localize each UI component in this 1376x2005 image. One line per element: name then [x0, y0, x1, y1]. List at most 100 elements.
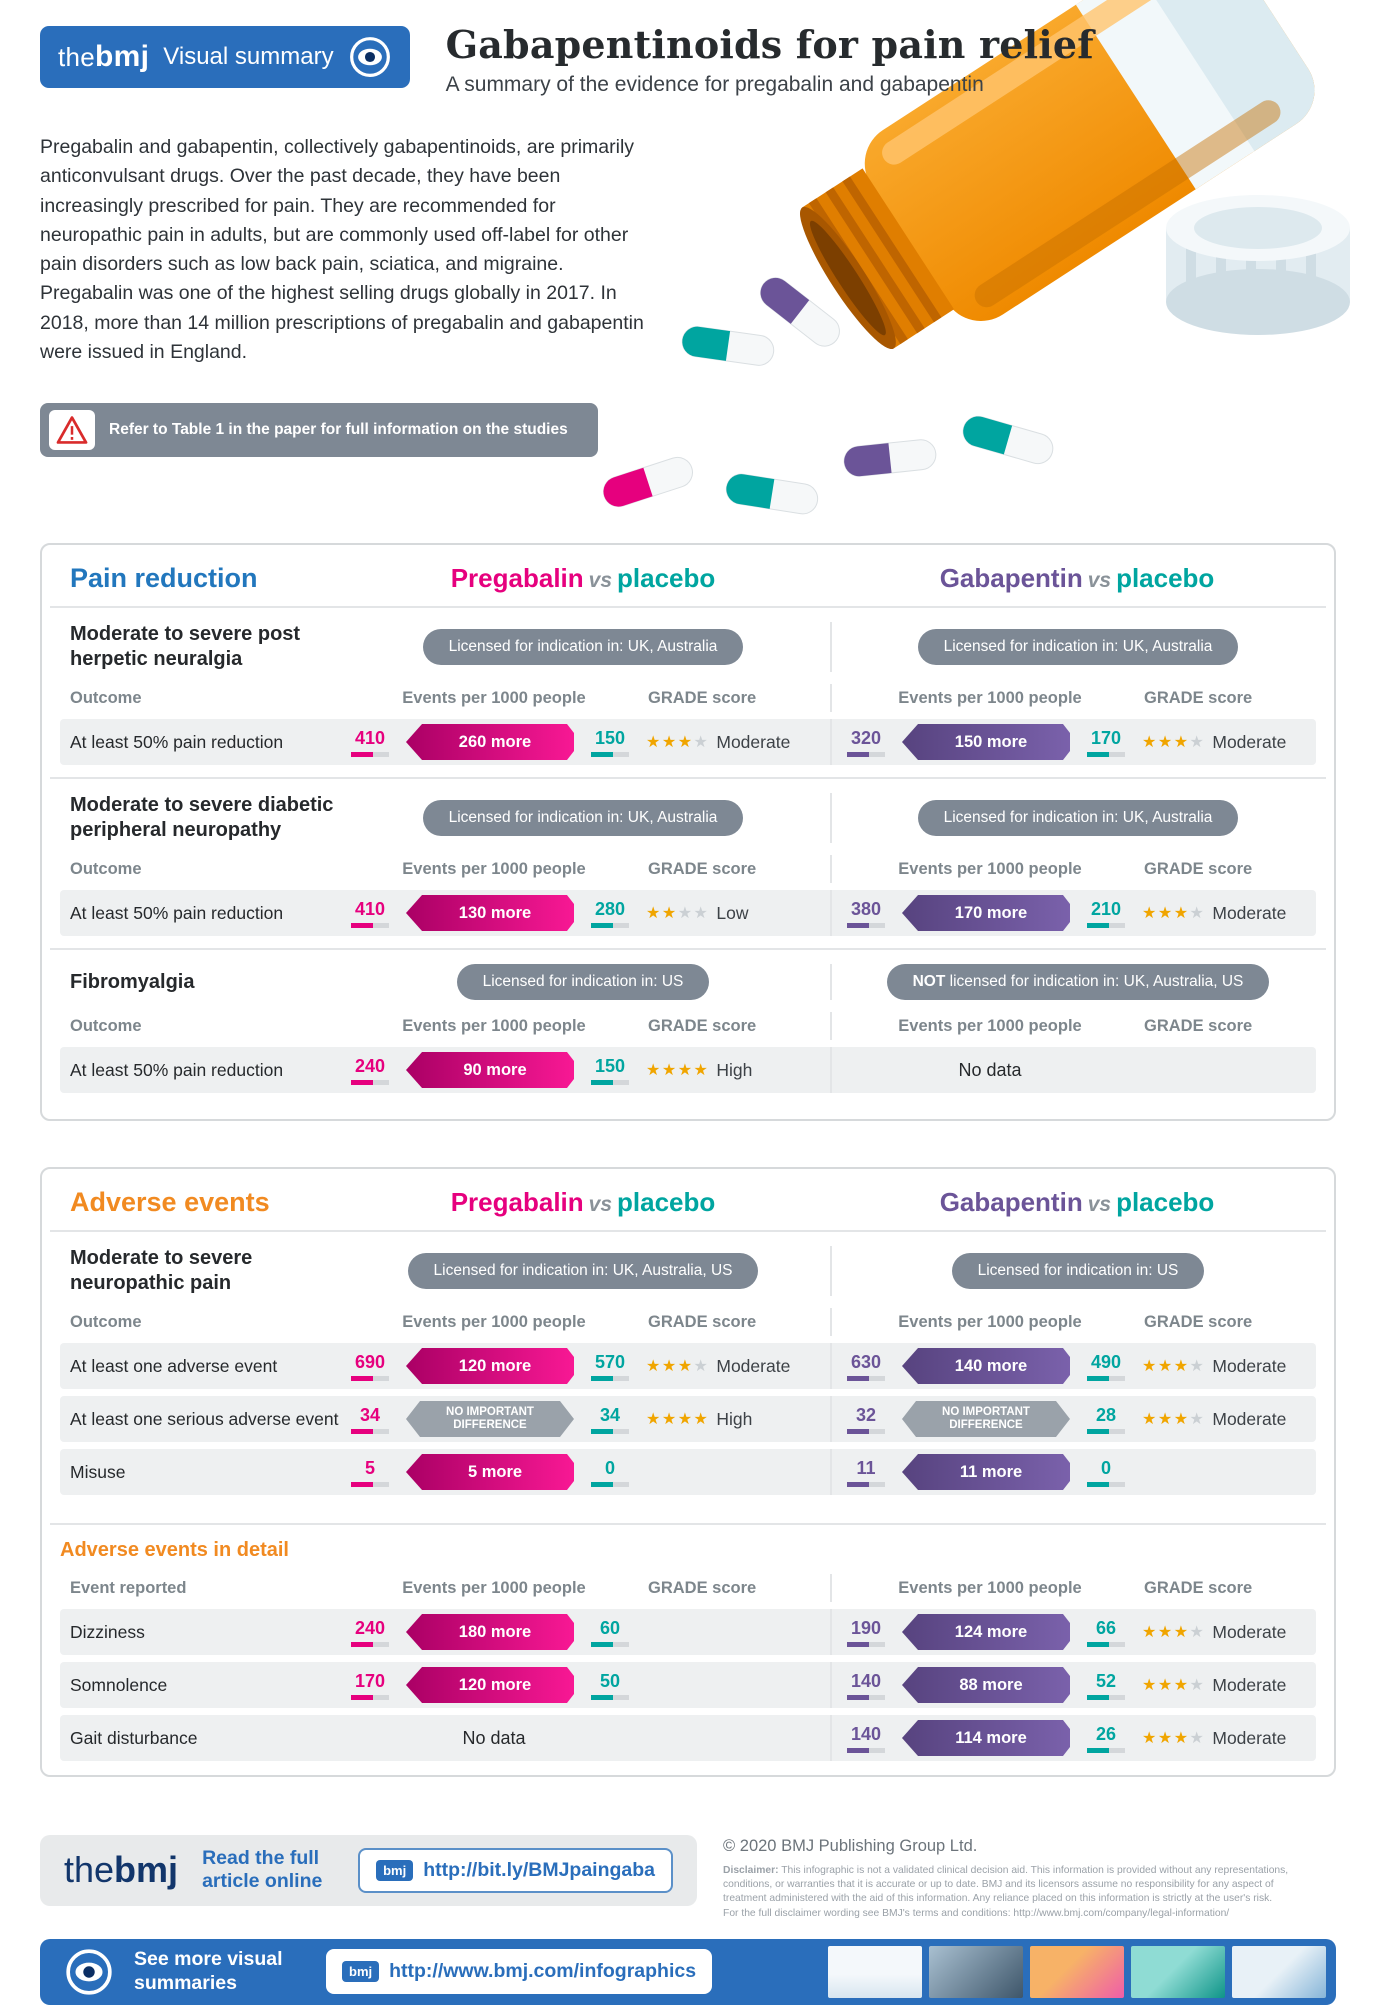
grade-stars: ★★★★ — [1142, 734, 1206, 751]
grade-score: ★★★★ Moderate — [1142, 1727, 1287, 1748]
outcome-text: Misuse — [70, 1461, 126, 1482]
table-row: Dizziness 240 180 more 60 190 124 more 6… — [60, 1609, 1316, 1655]
placebo-events-value: 280 — [584, 899, 636, 928]
infographic-thumbnail-1[interactable] — [828, 1945, 922, 1998]
grade-score: ★★★★ Moderate — [1142, 1408, 1287, 1429]
placebo-events-value: 150 — [584, 1056, 636, 1085]
placebo-events-value: 570 — [584, 1352, 636, 1381]
grade-score: ★★★★ High — [646, 1059, 753, 1080]
infographic-thumbnail-2[interactable] — [929, 1945, 1023, 1998]
page-subtitle: A summary of the evidence for pregabalin… — [445, 73, 984, 96]
value-bar — [351, 751, 389, 757]
drug-events-value: 380 — [840, 899, 892, 928]
drug-events-value: 690 — [344, 1352, 396, 1381]
group-fibromyalgia: Fibromyalgia Licensed for indication in:… — [50, 948, 1326, 1105]
drug-events-value: 630 — [840, 1352, 892, 1381]
placebo-events-value: 26 — [1080, 1724, 1132, 1753]
copyright-text: © 2020 BMJ Publishing Group Ltd. — [723, 1837, 978, 1855]
footer-article: thebmj Read the full article online bmj … — [40, 1835, 1336, 1921]
outcome-text: At least 50% pain reduction — [70, 1059, 284, 1080]
table-row: At least 50% pain reduction 410 130 more… — [60, 890, 1316, 936]
drug-events-value: 320 — [840, 728, 892, 757]
value-bar — [847, 1641, 885, 1647]
grade-stars: ★★★★ — [646, 1062, 710, 1079]
footer-infographics: See more visual summaries bmj http://www… — [40, 1938, 1336, 2005]
gabapentin-column-header: Gabapentin vs placebo — [939, 1187, 1215, 1217]
difference-arrow: 120 more — [406, 1348, 574, 1384]
infographic-thumbnail-4[interactable] — [1131, 1945, 1225, 1998]
page-header: thebmj Visual summary Gabapentinoids for… — [0, 0, 1376, 97]
drug-events-value: 410 — [344, 728, 396, 757]
grade-stars: ★★★★ — [1142, 1624, 1206, 1641]
infographics-link[interactable]: bmj http://www.bmj.com/infographics — [326, 1949, 713, 1995]
infographic-thumbnail-5[interactable] — [1232, 1945, 1326, 1998]
value-bar — [591, 1428, 629, 1434]
drug-events-value: 240 — [344, 1056, 396, 1085]
group-diabetic-peripheral-neuropathy: Moderate to severe diabetic peripheral n… — [50, 777, 1326, 948]
pregabalin-result: 410 260 more 150 ★★★★ Moderate — [336, 719, 830, 765]
grade-stars: ★★★★ — [646, 1411, 710, 1428]
table-row: At least 50% pain reduction 240 90 more … — [60, 1047, 1316, 1093]
difference-arrow: 170 more — [902, 895, 1070, 931]
grade-stars: ★★★★ — [1142, 1730, 1206, 1747]
eye-icon — [66, 1949, 112, 1995]
warning-text: Refer to Table 1 in the paper for full i… — [109, 421, 568, 438]
drug-events-value: 190 — [840, 1618, 892, 1647]
capsule-pink — [603, 456, 693, 508]
pregabalin-result: No data — [336, 1715, 830, 1761]
value-bar — [351, 1641, 389, 1647]
grade-score: ★★★★ Low — [646, 902, 749, 923]
placebo-events-value: 50 — [584, 1671, 636, 1700]
gabapentin-result: 380 170 more 210 ★★★★ Moderate — [830, 890, 1324, 936]
outcome-label: Outcome — [70, 859, 142, 878]
value-bar — [847, 1481, 885, 1487]
value-bar — [1087, 1641, 1125, 1647]
condition-name: Moderate to severe diabetic peripheral n… — [70, 794, 334, 841]
license-badge: Licensed for indication in: US — [951, 1253, 1205, 1289]
group-neuropathic-pain: Moderate to severe neuropathic pain Lice… — [50, 1230, 1326, 1507]
outcome-text: At least 50% pain reduction — [70, 731, 284, 752]
grade-stars: ★★★★ — [1142, 1411, 1206, 1428]
drug-events-value: 5 — [344, 1458, 396, 1487]
pill-bottle-illustration — [603, 0, 1350, 515]
difference-arrow: 180 more — [406, 1614, 574, 1650]
pregabalin-result: 410 130 more 280 ★★★★ Low — [336, 890, 830, 936]
placebo-events-value: 170 — [1080, 728, 1132, 757]
value-bar — [591, 751, 629, 757]
event-text: Somnolence — [70, 1674, 168, 1695]
article-link[interactable]: bmj http://bit.ly/BMJpaingaba — [358, 1847, 674, 1893]
see-more-label: See more visual summaries — [134, 1948, 283, 1994]
table-row: Misuse 5 5 more 0 11 11 more 0 — [60, 1449, 1316, 1495]
warning-banner: Refer to Table 1 in the paper for full i… — [40, 403, 598, 457]
value-bar — [847, 751, 885, 757]
group-post-herpetic-neuralgia: Moderate to severe post herpetic neuralg… — [50, 606, 1326, 777]
drug-events-value: 170 — [344, 1671, 396, 1700]
drug-events-value: 34 — [344, 1405, 396, 1434]
difference-arrow: 90 more — [406, 1052, 574, 1088]
capsule-teal-2 — [962, 415, 1054, 465]
column-labels: Events per 1000 people GRADE score — [830, 1012, 1324, 1040]
read-article-box: thebmj Read the full article online bmj … — [40, 1835, 698, 1906]
bmj-mini-logo: bmj — [342, 1961, 380, 1983]
pregabalin-result: 34 NO IMPORTANT DIFFERENCE 34 ★★★★ High — [336, 1396, 830, 1442]
value-bar — [1087, 1481, 1125, 1487]
grade-score: ★★★★ Moderate — [646, 731, 791, 752]
table-row: At least 50% pain reduction 410 260 more… — [60, 719, 1316, 765]
infographic-thumbnails — [828, 1945, 1326, 1998]
difference-arrow: 150 more — [902, 724, 1070, 760]
no-data-text: No data — [958, 1059, 1022, 1080]
difference-arrow: 124 more — [902, 1614, 1070, 1650]
grade-score: ★★★★ Moderate — [1142, 1355, 1287, 1376]
capsule-teal — [725, 473, 819, 515]
value-bar — [1087, 922, 1125, 928]
license-badge: NOT licensed for indication in: UK, Aust… — [886, 964, 1270, 1000]
gabapentin-result: 140 114 more 26 ★★★★ Moderate — [830, 1715, 1324, 1761]
license-badge: Licensed for indication in: US — [456, 964, 710, 1000]
adverse-events-detail-section: Adverse events in detail Event reported … — [50, 1523, 1326, 1761]
value-bar — [351, 1428, 389, 1434]
table-row: Gait disturbance No data 140 114 more 26… — [60, 1715, 1316, 1761]
infographic-thumbnail-3[interactable] — [1030, 1945, 1124, 1998]
event-text: Dizziness — [70, 1621, 145, 1642]
grade-score: ★★★★ Moderate — [1142, 731, 1287, 752]
event-text: Gait disturbance — [70, 1727, 198, 1748]
